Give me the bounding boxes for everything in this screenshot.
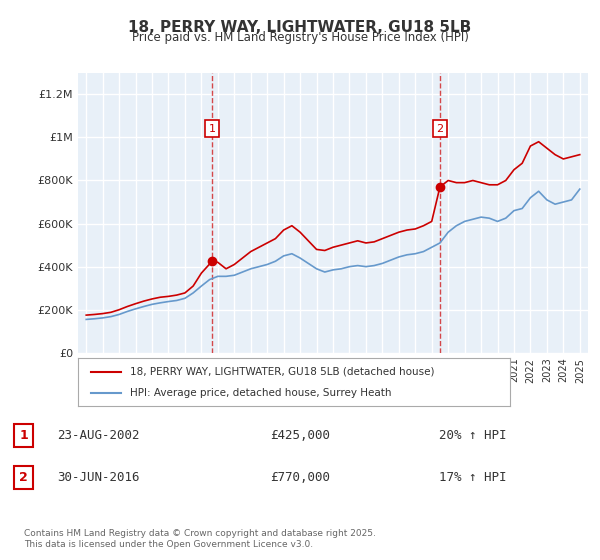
Text: HPI: Average price, detached house, Surrey Heath: HPI: Average price, detached house, Surr… <box>130 388 391 398</box>
Text: 18, PERRY WAY, LIGHTWATER, GU18 5LB: 18, PERRY WAY, LIGHTWATER, GU18 5LB <box>128 20 472 35</box>
Text: 30-JUN-2016: 30-JUN-2016 <box>57 471 140 484</box>
Text: Contains HM Land Registry data © Crown copyright and database right 2025.
This d: Contains HM Land Registry data © Crown c… <box>24 529 376 549</box>
Text: Price paid vs. HM Land Registry's House Price Index (HPI): Price paid vs. HM Land Registry's House … <box>131 31 469 44</box>
Text: 20% ↑ HPI: 20% ↑ HPI <box>439 429 506 442</box>
Text: £770,000: £770,000 <box>270 471 330 484</box>
Text: 2: 2 <box>436 124 443 134</box>
Text: 1: 1 <box>19 429 28 442</box>
Text: 2: 2 <box>19 471 28 484</box>
Text: 18, PERRY WAY, LIGHTWATER, GU18 5LB (detached house): 18, PERRY WAY, LIGHTWATER, GU18 5LB (det… <box>130 367 434 377</box>
Text: 17% ↑ HPI: 17% ↑ HPI <box>439 471 506 484</box>
Text: £425,000: £425,000 <box>270 429 330 442</box>
Text: 23-AUG-2002: 23-AUG-2002 <box>57 429 140 442</box>
Text: 1: 1 <box>209 124 215 134</box>
